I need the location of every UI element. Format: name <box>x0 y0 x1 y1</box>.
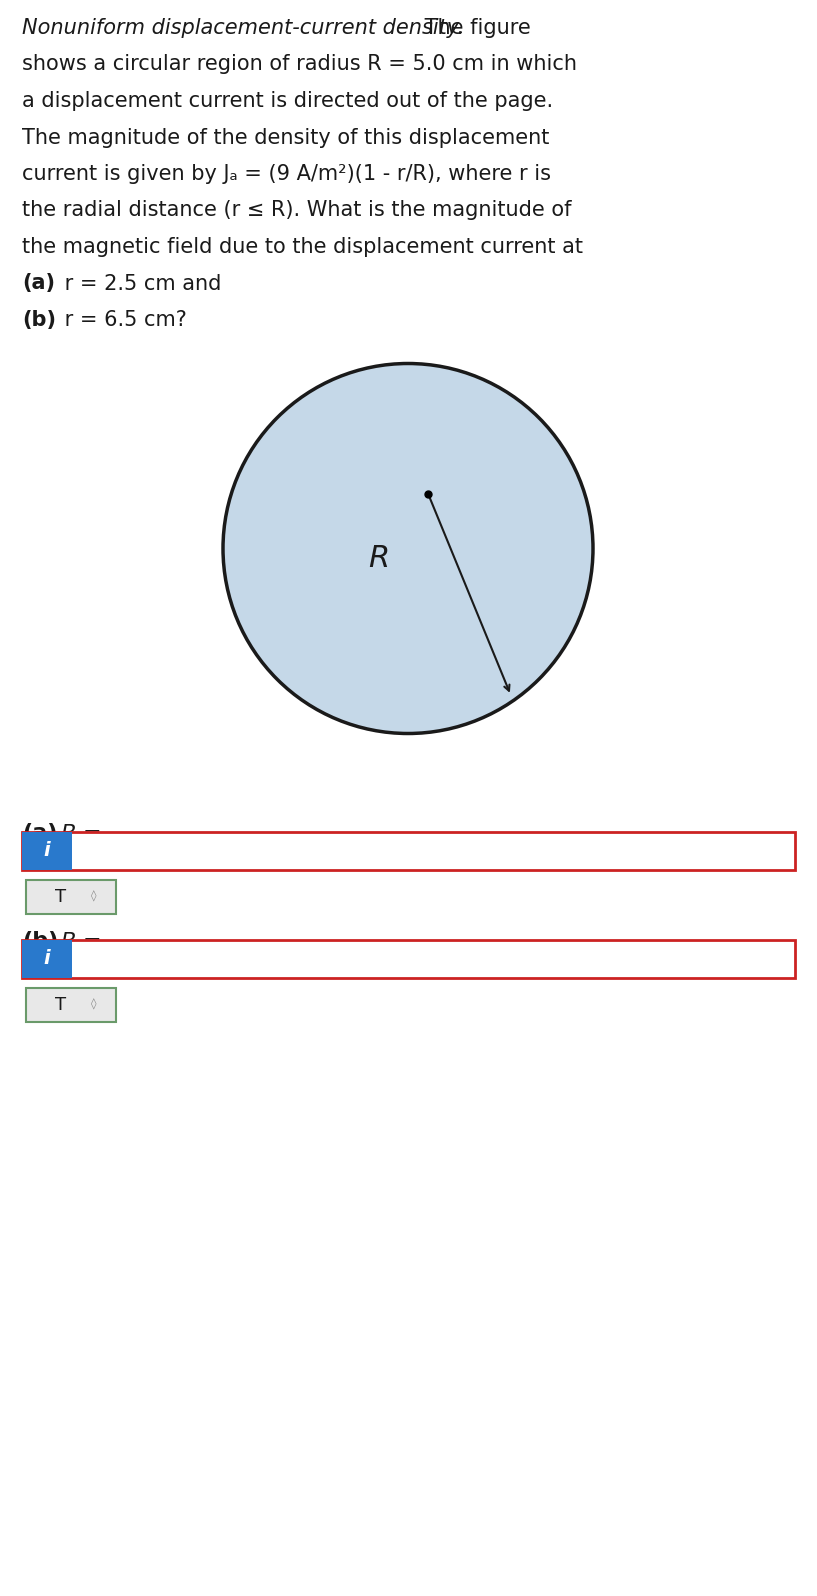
Circle shape <box>223 364 593 734</box>
Text: the magnetic field due to the displacement current at: the magnetic field due to the displaceme… <box>22 236 583 257</box>
Text: The magnitude of the density of this displacement: The magnitude of the density of this dis… <box>22 128 549 147</box>
Text: $B$ =: $B$ = <box>60 824 100 844</box>
Text: shows a circular region of radius R = 5.0 cm in which: shows a circular region of radius R = 5.… <box>22 54 577 75</box>
Text: $B$ =: $B$ = <box>60 932 100 951</box>
Text: (b): (b) <box>22 932 58 951</box>
Text: current is given by Jₐ = (9 A/m²)(1 - r/R), where r is: current is given by Jₐ = (9 A/m²)(1 - r/… <box>22 164 551 184</box>
FancyBboxPatch shape <box>26 879 116 913</box>
Text: ◊: ◊ <box>91 891 96 902</box>
FancyBboxPatch shape <box>22 940 72 977</box>
Text: the radial distance (r ≤ R). What is the magnitude of: the radial distance (r ≤ R). What is the… <box>22 201 572 220</box>
FancyBboxPatch shape <box>26 988 116 1021</box>
Text: r = 6.5 cm?: r = 6.5 cm? <box>58 310 187 330</box>
Text: i: i <box>43 841 51 860</box>
Text: r = 2.5 cm and: r = 2.5 cm and <box>58 273 221 294</box>
Text: The figure: The figure <box>418 18 531 38</box>
Text: T: T <box>55 887 65 905</box>
Text: Nonuniform displacement-current density.: Nonuniform displacement-current density. <box>22 18 464 38</box>
Text: a displacement current is directed out of the page.: a displacement current is directed out o… <box>22 91 553 112</box>
Text: $R$: $R$ <box>368 544 388 573</box>
Text: (a): (a) <box>22 273 55 294</box>
FancyBboxPatch shape <box>22 832 72 870</box>
Text: i: i <box>43 950 51 969</box>
FancyBboxPatch shape <box>22 940 795 977</box>
FancyBboxPatch shape <box>22 832 795 870</box>
Text: T: T <box>55 996 65 1013</box>
Text: (b): (b) <box>22 310 56 330</box>
Text: (a): (a) <box>22 824 57 844</box>
Text: ◊: ◊ <box>91 999 96 1010</box>
